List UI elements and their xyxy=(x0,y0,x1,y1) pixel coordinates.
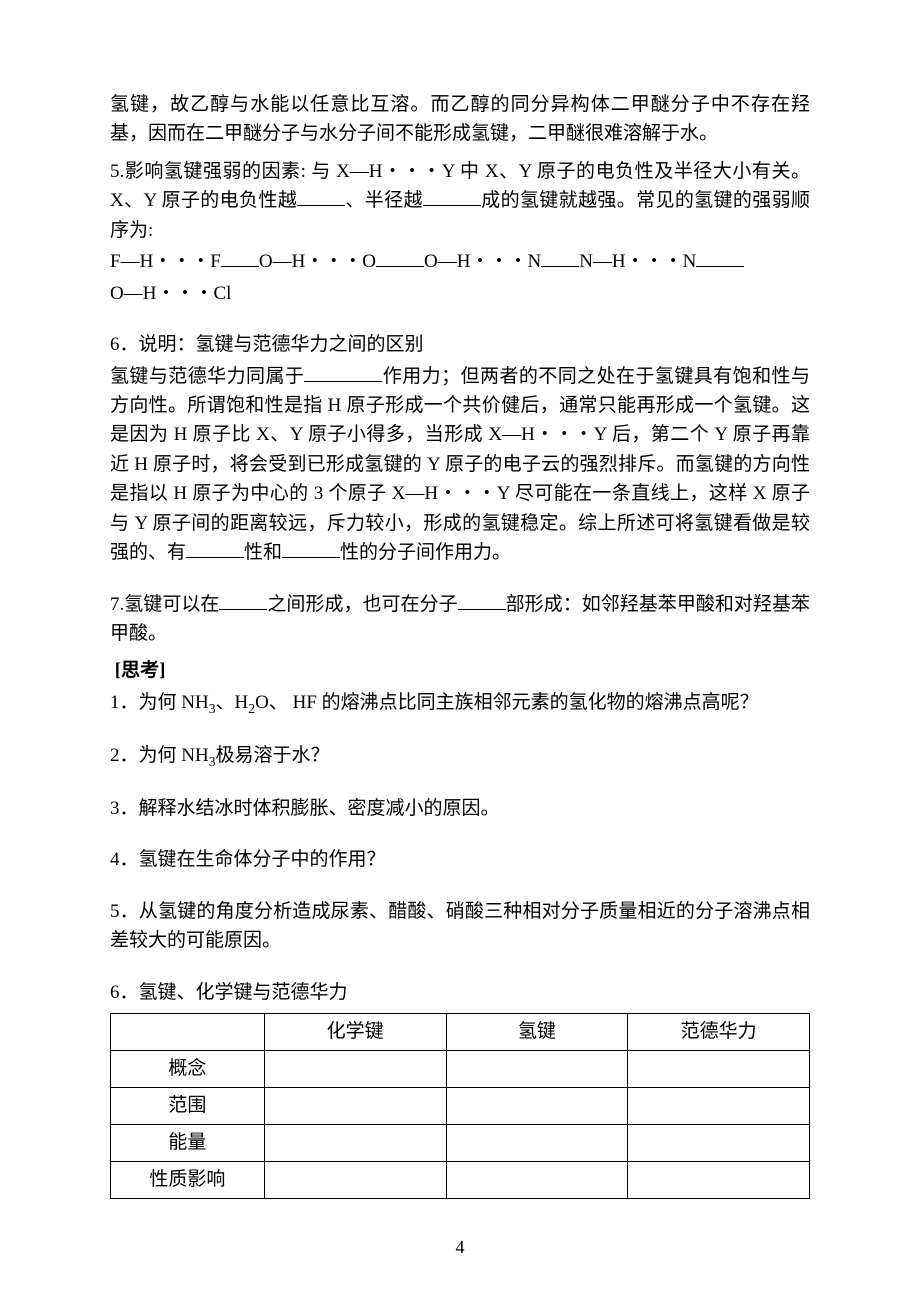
table-cell-empty[interactable] xyxy=(446,1051,628,1088)
item-6-text-d: 性的分子间作用力。 xyxy=(340,542,511,563)
blank[interactable] xyxy=(541,247,579,267)
seq-4: N—H・・・N xyxy=(579,251,696,272)
q2-b: 极易溶于水？ xyxy=(216,745,330,766)
table-cell: 范围 xyxy=(111,1088,265,1125)
table-row: 概念 xyxy=(111,1051,810,1088)
bond-sequence-line-2: O—H・・・Cl xyxy=(110,279,810,308)
blank[interactable] xyxy=(458,590,506,610)
question-4: 4．氢键在生命体分子中的作用？ xyxy=(110,845,810,874)
table-cell-empty[interactable] xyxy=(628,1162,810,1199)
item-6-body: 氢键与范德华力同属于作用力；但两者的不同之处在于氢键具有饱和性与方向性。所谓饱和… xyxy=(110,362,810,568)
table-cell-empty[interactable] xyxy=(628,1125,810,1162)
question-1: 1．为何 NH3、H2O、 HF 的熔沸点比同主族相邻元素的氢化物的熔沸点高呢？ xyxy=(110,688,810,719)
question-5: 5．从氢键的角度分析造成尿素、醋酸、硝酸三种相对分子质量相近的分子溶沸点相差较大… xyxy=(110,897,810,956)
table-header-cell: 范德华力 xyxy=(628,1014,810,1051)
q1-c: O、 HF 的熔沸点比同主族相邻元素的氢化物的熔沸点高呢？ xyxy=(255,692,759,713)
table-row: 性质影响 xyxy=(111,1162,810,1199)
table-cell-empty[interactable] xyxy=(264,1088,446,1125)
table-row: 范围 xyxy=(111,1088,810,1125)
subscript-3: 3 xyxy=(209,701,216,716)
table-cell-empty[interactable] xyxy=(264,1125,446,1162)
blank[interactable] xyxy=(297,186,345,206)
item-7: 7.氢键可以在之间形成，也可在分子部形成：如邻羟基苯甲酸和对羟基苯甲酸。 xyxy=(110,590,810,649)
item-6-text-a: 氢键与范德华力同属于 xyxy=(110,366,304,387)
item-5-text-b: 、半径越 xyxy=(345,190,423,211)
table-cell-empty[interactable] xyxy=(628,1051,810,1088)
item-5: 5.影响氢键强弱的因素: 与 X—H・・・Y 中 X、Y 原子的电负性及半径大小… xyxy=(110,157,810,245)
seq-3: O—H・・・N xyxy=(424,251,541,272)
blank[interactable] xyxy=(282,538,340,558)
document-page: 氢键，故乙醇与水能以任意比互溶。而乙醇的同分异构体二甲醚分子中不存在羟基，因而在… xyxy=(0,0,920,1300)
seq-1: F—H・・・F xyxy=(110,251,221,272)
blank[interactable] xyxy=(376,247,424,267)
table-cell-empty[interactable] xyxy=(446,1162,628,1199)
item-6-heading: 6．说明：氢键与范德华力之间的区别 xyxy=(110,330,810,359)
question-3: 3．解释水结冰时体积膨胀、密度减小的原因。 xyxy=(110,794,810,823)
table-cell: 性质影响 xyxy=(111,1162,265,1199)
seq-2: O—H・・・O xyxy=(259,251,376,272)
bond-sequence-line-1: F—H・・・F O—H・・・O O—H・・・N N—H・・・N xyxy=(110,247,810,276)
question-2: 2．为何 NH3极易溶于水？ xyxy=(110,741,810,772)
thinking-label-text: [思考] xyxy=(115,660,166,681)
table-cell-empty[interactable] xyxy=(446,1125,628,1162)
table-cell: 能量 xyxy=(111,1125,265,1162)
table-header-cell: 化学键 xyxy=(264,1014,446,1051)
table-header-row: 化学键 氢键 范德华力 xyxy=(111,1014,810,1051)
subscript-3: 3 xyxy=(209,754,216,769)
table-cell-empty[interactable] xyxy=(628,1088,810,1125)
blank[interactable] xyxy=(186,538,244,558)
item-7-text-b: 之间形成，也可在分子 xyxy=(267,594,457,615)
paragraph-continuation: 氢键，故乙醇与水能以任意比互溶。而乙醇的同分异构体二甲醚分子中不存在羟基，因而在… xyxy=(110,90,810,149)
blank[interactable] xyxy=(423,186,481,206)
table-row: 能量 xyxy=(111,1125,810,1162)
blank[interactable] xyxy=(219,590,267,610)
table-header-cell: 氢键 xyxy=(446,1014,628,1051)
comparison-table: 化学键 氢键 范德华力 概念 范围 能量 性质影响 xyxy=(110,1013,810,1199)
blank[interactable] xyxy=(304,362,382,382)
thinking-label: [思考] xyxy=(110,656,810,685)
q1-a: 1．为何 NH xyxy=(110,692,209,713)
question-6: 6．氢键、化学键与范德华力 xyxy=(110,978,810,1007)
table-cell: 概念 xyxy=(111,1051,265,1088)
table-header-cell xyxy=(111,1014,265,1051)
table-cell-empty[interactable] xyxy=(264,1051,446,1088)
table-cell-empty[interactable] xyxy=(264,1162,446,1199)
item-7-text-a: 7.氢键可以在 xyxy=(110,594,219,615)
table-cell-empty[interactable] xyxy=(446,1088,628,1125)
item-6-text-b: 作用力；但两者的不同之处在于氢键具有饱和性与方向性。所谓饱和性是指 H 原子形成… xyxy=(110,366,810,564)
q2-a: 2．为何 NH xyxy=(110,745,209,766)
q1-b: 、H xyxy=(216,692,249,713)
page-number: 4 xyxy=(0,1234,920,1262)
blank[interactable] xyxy=(696,247,744,267)
blank[interactable] xyxy=(221,247,259,267)
item-6-text-c: 性和 xyxy=(244,542,282,563)
